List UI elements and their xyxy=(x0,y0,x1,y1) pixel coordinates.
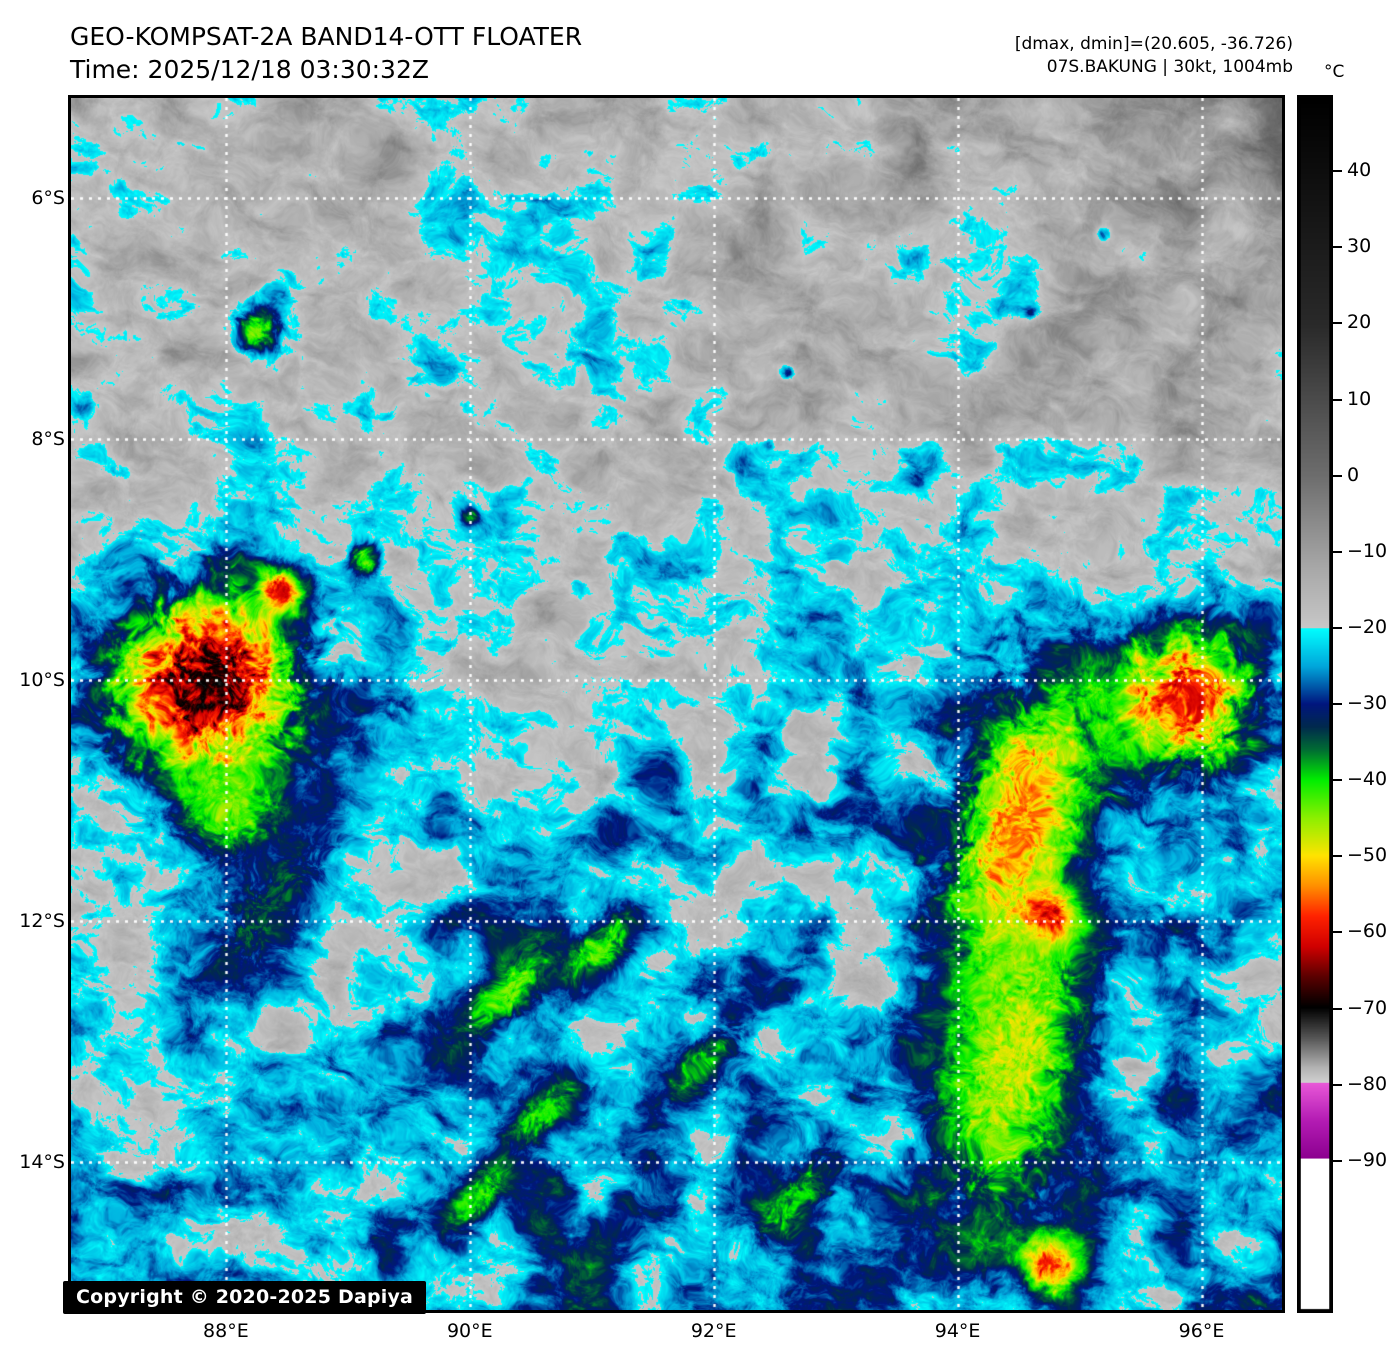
colorbar-tick-mark xyxy=(1333,779,1342,781)
colorbar-tick-mark xyxy=(1333,475,1342,477)
colorbar-tick-label: 0 xyxy=(1347,464,1360,486)
colorbar-tick-label: −10 xyxy=(1347,540,1388,562)
header-right: [dmax, dmin]=(20.605, -36.726) 07S.BAKUN… xyxy=(1015,33,1293,79)
colorbar-tick-mark xyxy=(1333,322,1342,324)
x-axis-tick-label: 92°E xyxy=(690,1320,737,1342)
x-axis-tick-label: 94°E xyxy=(934,1320,981,1342)
page-title: GEO-KOMPSAT-2A BAND14-OTT FLOATER xyxy=(70,22,583,51)
colorbar[interactable]: 40 30 20 10 0 −10 −20 −30 −40 −50 −60 −70 −80 −90 xyxy=(1297,95,1387,1313)
colorbar-tick-label: −60 xyxy=(1347,920,1388,942)
storm-info-label: 07S.BAKUNG | 30kt, 1004mb xyxy=(1046,57,1293,77)
y-axis-tick-label: 14°S xyxy=(19,1150,65,1173)
y-axis-tick-label: 12°S xyxy=(19,909,65,932)
dminmax-label: [dmax, dmin]=(20.605, -36.726) xyxy=(1014,34,1293,54)
colorbar-tick-label: −20 xyxy=(1347,616,1388,638)
lat-lon-gridlines xyxy=(71,98,1282,1310)
x-axis-tick-label: 90°E xyxy=(446,1320,493,1342)
colorbar-tick-mark xyxy=(1333,627,1342,629)
header-left: GEO-KOMPSAT-2A BAND14-OTT FLOATER Time: … xyxy=(70,20,582,86)
y-axis-tick-label: 6°S xyxy=(31,186,65,209)
x-axis-tick-label: 88°E xyxy=(203,1320,249,1342)
colorbar-tick-mark xyxy=(1333,399,1342,401)
colorbar-tick-label: 30 xyxy=(1347,235,1372,257)
y-axis-tick-label: 10°S xyxy=(19,668,65,691)
colorbar-tick-mark xyxy=(1333,931,1342,933)
colorbar-tick-label: 20 xyxy=(1347,311,1372,333)
colorbar-tick-label: −90 xyxy=(1347,1149,1388,1171)
copyright-watermark: Copyright © 2020-2025 Dapiya xyxy=(63,1281,427,1314)
colorbar-gradient xyxy=(1297,95,1333,1313)
colorbar-unit-label: °C xyxy=(1324,62,1345,82)
colorbar-tick-label: −30 xyxy=(1347,692,1388,714)
colorbar-tick-label: −50 xyxy=(1347,844,1388,866)
colorbar-tick-mark xyxy=(1333,855,1342,857)
y-axis-tick-label: 8°S xyxy=(31,427,65,450)
colorbar-tick-label: −40 xyxy=(1347,768,1388,790)
colorbar-tick-mark xyxy=(1333,1008,1342,1010)
colorbar-tick-mark xyxy=(1333,246,1342,248)
colorbar-tick-label: −70 xyxy=(1347,997,1388,1019)
colorbar-tick-mark xyxy=(1333,703,1342,705)
satellite-image-plot[interactable] xyxy=(68,95,1285,1313)
colorbar-tick-mark xyxy=(1333,170,1342,172)
timestamp-label: Time: 2025/12/18 03:30:32Z xyxy=(70,55,429,84)
x-axis-tick-label: 96°E xyxy=(1178,1320,1225,1342)
colorbar-tick-label: 40 xyxy=(1347,159,1372,181)
colorbar-tick-mark xyxy=(1333,1160,1342,1162)
colorbar-tick-mark xyxy=(1333,551,1342,553)
colorbar-tick-mark xyxy=(1333,1084,1342,1086)
colorbar-tick-label: −80 xyxy=(1347,1073,1388,1095)
colorbar-tick-label: 10 xyxy=(1347,388,1372,410)
